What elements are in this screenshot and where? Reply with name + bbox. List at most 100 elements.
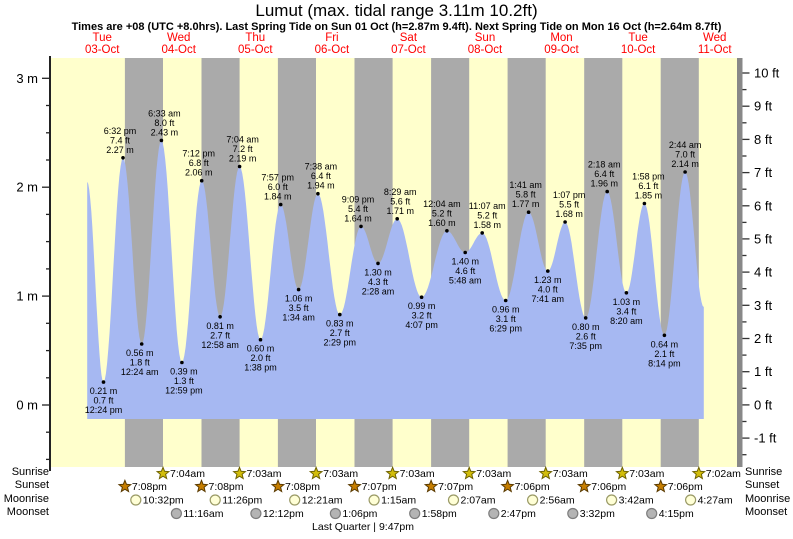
high-tide-annotation: 1:07 pm 5.5 ft 1.68 m bbox=[553, 190, 586, 219]
moonrise-time: 2:07am bbox=[461, 495, 496, 507]
day-label-dow: Wed bbox=[167, 32, 190, 44]
right-axis-label: 7 ft bbox=[754, 165, 772, 180]
tide-point-dot bbox=[278, 202, 283, 207]
day-label-date: 11-Oct bbox=[698, 44, 732, 56]
chart-subtitle: Times are +08 (UTC +8.0hrs). Last Spring… bbox=[71, 21, 722, 33]
sunset-time: 7:07pm bbox=[438, 481, 473, 493]
sunrise-star-icon bbox=[538, 465, 553, 480]
day-label-date: 09-Oct bbox=[544, 44, 579, 56]
day-label-date: 05-Oct bbox=[238, 44, 273, 56]
sunrise-star-icon bbox=[385, 465, 400, 480]
tide-point-dot bbox=[199, 178, 204, 183]
low-tide-annotation: 1.06 m 3.5 ft 1:34 am bbox=[282, 294, 315, 323]
low-tide-annotation: 0.80 m 2.6 ft 7:35 pm bbox=[569, 322, 602, 351]
tide-point-dot bbox=[101, 380, 106, 384]
tide-area bbox=[87, 140, 704, 419]
tide-point-dot bbox=[662, 333, 667, 338]
sunrise-star-icon bbox=[691, 465, 706, 480]
sunrise-time: 7:03am bbox=[476, 468, 511, 480]
moonrise-time: 4:27am bbox=[698, 495, 733, 507]
high-tide-annotation: 9:09 pm 5.4 ft 1.64 m bbox=[342, 194, 375, 223]
high-tide-annotation: 2:44 am 7.0 ft 2.14 m bbox=[669, 140, 702, 169]
moonrise-row-label-right: Moonrise bbox=[745, 492, 791, 505]
moonrise-moon-icon bbox=[289, 494, 301, 506]
left-axis-label: 0 m bbox=[16, 398, 38, 413]
moonset-time: 12:12pm bbox=[263, 508, 304, 520]
day-label-dow: Sun bbox=[475, 32, 495, 44]
low-tide-annotation: 1.03 m 3.4 ft 8:20 am bbox=[610, 297, 643, 326]
page-title: Lumut (max. tidal range 3.11m 10.2ft) bbox=[255, 1, 538, 20]
sunset-star-icon bbox=[577, 478, 592, 493]
right-axis-label: 1 ft bbox=[754, 364, 772, 379]
right-axis-label: 4 ft bbox=[754, 265, 772, 280]
high-tide-annotation: 7:38 am 6.4 ft 1.94 m bbox=[305, 162, 338, 191]
sunrise-star-icon bbox=[615, 465, 630, 480]
tide-point-dot bbox=[445, 229, 449, 233]
low-tide-annotation: 1.30 m 4.3 ft 2:28 am bbox=[362, 267, 395, 296]
tide-point-dot bbox=[237, 164, 242, 169]
moonrise-moon-icon bbox=[130, 494, 142, 506]
high-tide-annotation: 7:04 am 7.2 ft 2.19 m bbox=[226, 135, 259, 164]
moonset-time: 11:16am bbox=[183, 508, 223, 520]
moonrise-time: 10:32pm bbox=[143, 495, 184, 507]
sunset-star-icon bbox=[423, 478, 439, 493]
right-axis-label: 10 ft bbox=[754, 66, 780, 81]
tide-point-dot bbox=[583, 316, 588, 320]
right-axis-label: 5 ft bbox=[754, 231, 772, 246]
moonset-moon-icon bbox=[170, 507, 182, 520]
tide-point-dot bbox=[121, 156, 125, 160]
tide-point-dot bbox=[419, 295, 424, 300]
tide-point-dot bbox=[218, 315, 222, 319]
day-label-date: 07-Oct bbox=[391, 44, 426, 56]
moonrise-time: 1:15am bbox=[381, 495, 416, 507]
high-tide-annotation: 1:58 pm 6.1 ft 1.85 m bbox=[632, 172, 665, 201]
sunset-star-icon bbox=[347, 478, 362, 493]
moonset-time: 1:58pm bbox=[422, 508, 457, 520]
day-label-date: 03-Oct bbox=[85, 44, 120, 56]
day-label-dow: Tue bbox=[628, 32, 647, 44]
moonset-time: 1:06pm bbox=[342, 508, 377, 520]
moonset-moon-icon bbox=[567, 507, 579, 520]
tide-point-dot bbox=[395, 217, 400, 221]
sunset-time: 7:06pm bbox=[515, 481, 550, 493]
sunset-star-icon bbox=[117, 478, 133, 493]
sunset-star-icon bbox=[653, 478, 668, 493]
right-axis-label: 0 ft bbox=[754, 397, 772, 412]
low-tide-annotation: 0.60 m 2.0 ft 1:38 pm bbox=[244, 344, 277, 373]
low-tide-annotation: 0.21 m 0.7 ft 12:24 pm bbox=[85, 386, 123, 415]
sunset-time: 7:07pm bbox=[362, 481, 397, 493]
left-axis-label: 3 m bbox=[16, 71, 38, 86]
moonrise-moon-icon bbox=[605, 494, 618, 506]
sunset-row-label-left: Sunset bbox=[14, 479, 49, 491]
high-tide-annotation: 12:04 am 5.2 ft 1.60 m bbox=[423, 199, 461, 228]
day-label-date: 10-Oct bbox=[621, 44, 656, 56]
high-tide-annotation: 1:41 am 5.8 ft 1.77 m bbox=[509, 180, 542, 209]
right-axis-label: 6 ft bbox=[754, 198, 772, 213]
moonset-moon-icon bbox=[329, 507, 341, 520]
moonrise-moon-icon bbox=[368, 494, 380, 506]
moonrise-row-label-left: Moonrise bbox=[3, 492, 49, 505]
sunset-star-icon bbox=[500, 478, 515, 493]
tide-point-dot bbox=[376, 261, 380, 266]
moonrise-moon-icon bbox=[447, 494, 460, 506]
sunset-star-icon bbox=[270, 478, 286, 493]
low-tide-annotation: 0.64 m 2.1 ft 8:14 pm bbox=[648, 339, 681, 368]
moonset-time: 3:32pm bbox=[580, 508, 615, 520]
moonrise-time: 2:56am bbox=[540, 495, 575, 507]
sunrise-time: 7:03am bbox=[553, 468, 588, 480]
sunset-row-label-right: Sunset bbox=[745, 479, 780, 491]
left-axis-label: 2 m bbox=[16, 180, 38, 195]
right-axis-label: 9 ft bbox=[754, 99, 772, 114]
tide-point-dot bbox=[546, 269, 550, 273]
sunrise-star-icon bbox=[462, 465, 477, 480]
day-label-date: 04-Oct bbox=[161, 44, 196, 56]
low-tide-annotation: 0.39 m 1.3 ft 12:59 pm bbox=[165, 367, 203, 396]
sunrise-star-icon bbox=[232, 465, 247, 480]
day-label-date: 06-Oct bbox=[315, 44, 350, 56]
tide-point-dot bbox=[159, 138, 164, 143]
high-tide-annotation: 11:07 am 5.2 ft 1.58 m bbox=[469, 201, 506, 230]
tide-point-dot bbox=[139, 342, 144, 346]
low-tide-annotation: 0.81 m 2.7 ft 12:58 am bbox=[201, 321, 239, 350]
tide-point-dot bbox=[526, 210, 531, 214]
